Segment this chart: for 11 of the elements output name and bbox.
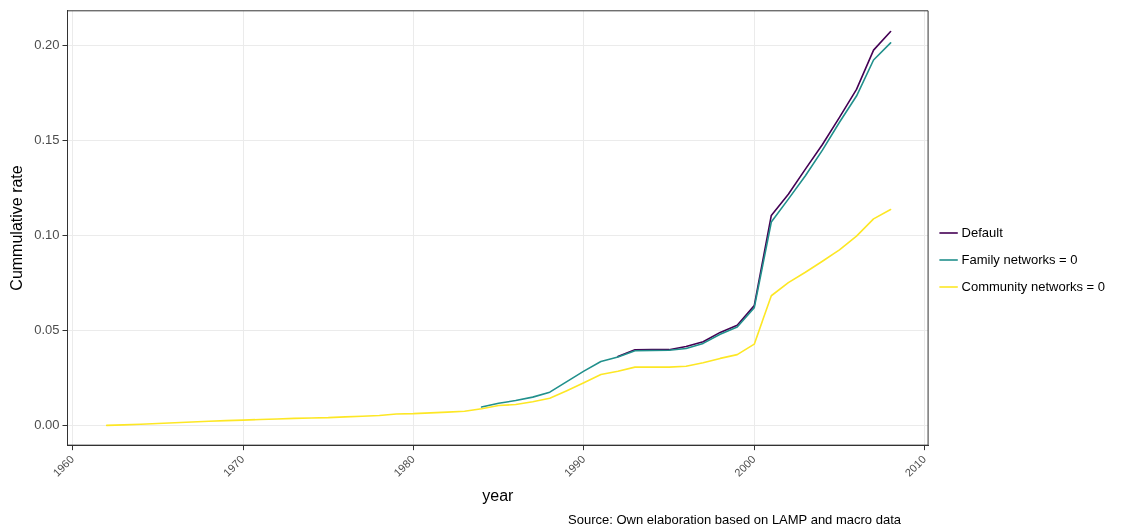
legend-label: Family networks = 0 [961, 251, 1078, 267]
y-tick-label: 0.00 [34, 417, 60, 432]
source-note: Source: Own elaboration based on LAMP and macro data [568, 512, 901, 527]
legend-label: Community networks = 0 [961, 278, 1106, 294]
y-tick-label: 0.10 [34, 227, 60, 243]
legend-label: Default [961, 224, 1004, 240]
x-axis-title: year [482, 486, 515, 504]
y-tick-label: 0.20 [34, 37, 60, 53]
y-axis-title: Cummulative rate [8, 165, 26, 291]
y-tick-label: 0.15 [34, 132, 60, 148]
y-tick-label: 0.05 [34, 322, 60, 338]
